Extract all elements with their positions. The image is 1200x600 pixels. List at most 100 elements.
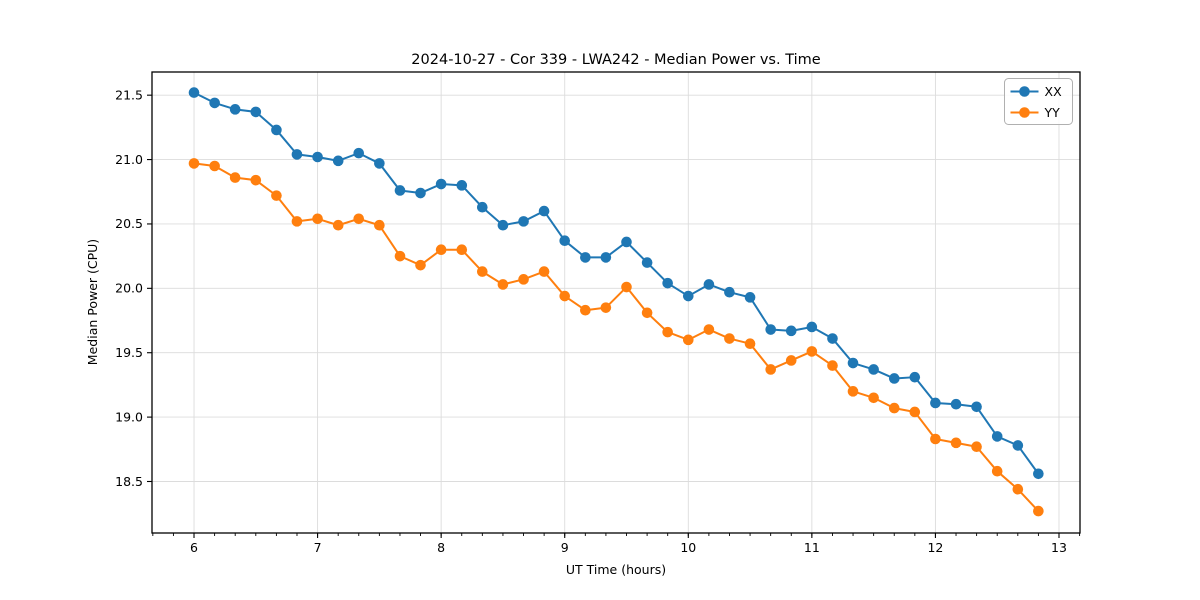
data-point <box>435 244 447 256</box>
y-tick-label: 18.5 <box>115 474 143 489</box>
series-line-xx <box>193 91 1040 475</box>
data-point <box>971 401 982 413</box>
data-point <box>312 213 323 225</box>
legend-box <box>1004 78 1073 125</box>
data-point <box>332 219 344 231</box>
x-tick-label: 12 <box>927 540 943 555</box>
data-point <box>229 104 241 115</box>
series-yy <box>188 158 1044 517</box>
data-point <box>621 281 632 293</box>
data-point <box>847 386 859 397</box>
data-point <box>806 346 818 357</box>
x-tick-label: 9 <box>561 540 569 555</box>
data-point <box>353 147 365 159</box>
data-point <box>662 326 673 338</box>
legend-marker <box>1019 86 1030 97</box>
data-point <box>250 174 262 186</box>
x-tick-label: 7 <box>314 540 322 555</box>
data-point <box>476 201 488 213</box>
data-point <box>744 338 756 350</box>
data-point <box>353 213 365 225</box>
data-point <box>394 250 406 262</box>
data-point <box>1012 483 1024 495</box>
data-point <box>703 279 715 290</box>
y-tick-label: 21.5 <box>115 87 143 102</box>
data-point <box>312 151 323 163</box>
data-point <box>827 360 838 371</box>
data-point <box>497 279 509 290</box>
x-tick-label: 13 <box>1051 540 1067 555</box>
data-point <box>332 155 344 167</box>
data-point <box>868 392 879 404</box>
data-point <box>1033 468 1044 480</box>
data-point <box>744 292 756 303</box>
data-point <box>415 187 426 199</box>
data-point <box>518 274 529 285</box>
tick-labels: 6 7 8 9 10 11 12 13 18.5 19.0 19.5 20.0 20.5 21.0 21.5 <box>115 87 1067 555</box>
data-point <box>518 216 529 227</box>
data-point <box>868 364 879 375</box>
y-tick-label: 19.5 <box>115 345 143 360</box>
y-tick-label: 21.0 <box>115 152 143 167</box>
data-point <box>580 304 591 316</box>
data-point <box>250 106 262 118</box>
plot-frame <box>151 71 1081 534</box>
data-point <box>497 219 509 231</box>
series-xx <box>188 87 1044 480</box>
x-tick-label: 10 <box>680 540 696 555</box>
legend: XX YY <box>1004 78 1073 125</box>
y-tick-label: 20.5 <box>115 216 143 231</box>
y-tick-label: 19.0 <box>115 409 143 424</box>
data-point <box>188 87 200 98</box>
y-axis-label: Median Power (CPU) <box>85 239 100 365</box>
data-point <box>538 266 550 277</box>
data-point <box>456 180 468 191</box>
data-point <box>580 252 591 263</box>
data-point <box>1033 505 1044 517</box>
data-point <box>374 158 385 169</box>
data-point <box>682 290 694 302</box>
data-point <box>888 402 900 414</box>
x-tick-label: 6 <box>190 540 198 555</box>
data-point <box>209 97 220 109</box>
data-point <box>641 307 653 319</box>
data-point <box>991 465 1003 477</box>
data-point <box>641 257 653 268</box>
data-point <box>909 406 921 418</box>
data-point <box>950 437 962 449</box>
data-point <box>538 205 550 217</box>
data-point <box>559 235 571 246</box>
legend-label-xx: XX <box>1045 84 1063 99</box>
data-point <box>600 302 612 313</box>
axes <box>147 71 1081 538</box>
data-point <box>271 190 282 201</box>
chart-title: 2024-10-27 - Cor 339 - LWA242 - Median P… <box>411 52 820 68</box>
data-point <box>374 219 385 231</box>
data-point <box>930 397 941 409</box>
y-tick-label: 20.0 <box>115 281 143 296</box>
data-point <box>435 178 447 190</box>
data-point <box>559 290 571 302</box>
data-point <box>209 160 220 172</box>
data-point <box>621 236 632 248</box>
data-point <box>724 333 735 344</box>
data-point <box>703 324 715 335</box>
data-point <box>476 266 488 277</box>
data-point <box>188 158 200 169</box>
data-point <box>271 124 282 136</box>
data-point <box>950 398 962 410</box>
data-point <box>1012 440 1024 451</box>
data-point <box>724 286 735 298</box>
data-point <box>806 321 818 333</box>
data-point <box>971 441 982 453</box>
data-point <box>456 244 468 256</box>
data-series <box>188 87 1044 517</box>
data-point <box>991 431 1003 442</box>
x-axis-label: UT Time (hours) <box>566 562 666 577</box>
data-point <box>765 324 777 335</box>
data-point <box>415 259 426 271</box>
data-point <box>785 325 797 337</box>
data-point <box>827 333 838 344</box>
